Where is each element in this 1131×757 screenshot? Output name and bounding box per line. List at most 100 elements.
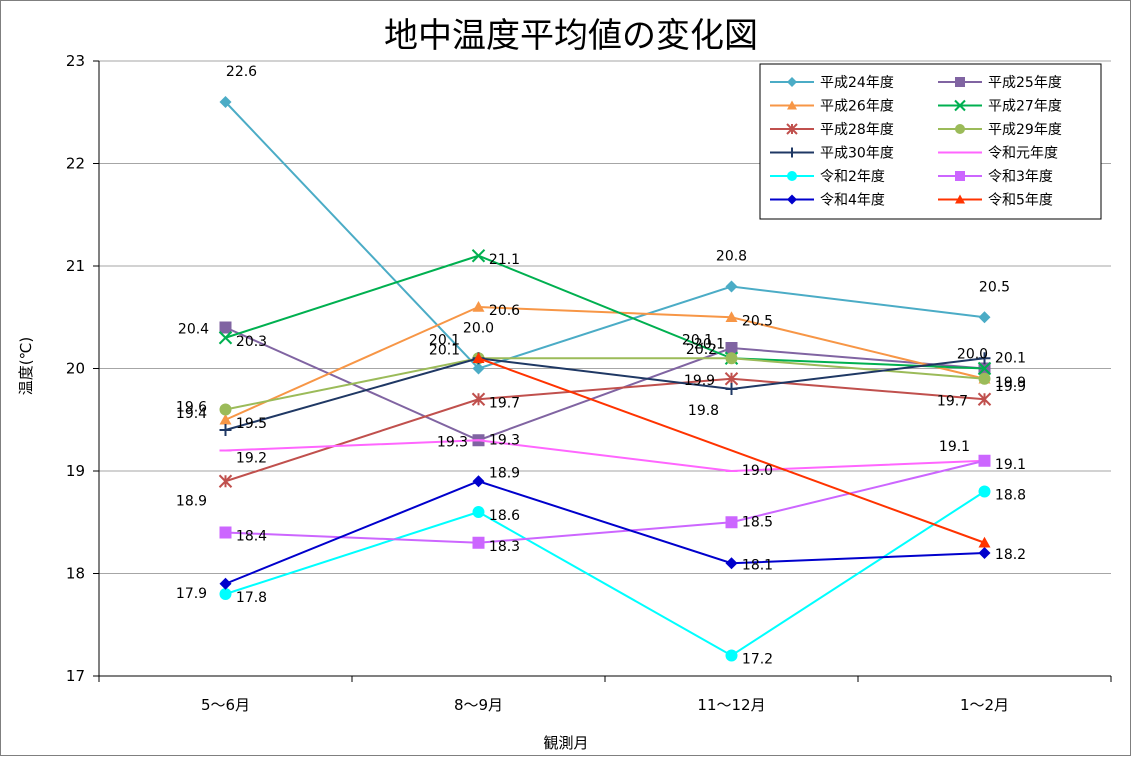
- data-point: [472, 475, 485, 488]
- data-label: 18.3: [489, 539, 520, 555]
- y-tick-label: 21: [66, 257, 85, 275]
- data-label: 20.2: [686, 342, 717, 358]
- data-point: [472, 362, 485, 375]
- data-label: 19.5: [236, 416, 267, 432]
- y-axis-title: 温度(℃): [17, 337, 35, 396]
- data-label: 20.1: [995, 350, 1026, 366]
- legend-item: 令和2年度: [770, 169, 885, 185]
- legend-box: [759, 63, 1102, 220]
- data-label: 18.9: [489, 465, 520, 481]
- data-label: 18.1: [742, 557, 773, 573]
- legend-item: 令和5年度: [938, 193, 1053, 209]
- data-label: 18.9: [176, 493, 207, 509]
- data-point: [954, 99, 966, 112]
- data-point: [725, 352, 738, 365]
- data-point: [725, 280, 738, 293]
- data-point: [471, 392, 486, 406]
- legend-item: 平成25年度: [938, 75, 1062, 91]
- data-label: 19.9: [684, 373, 715, 389]
- data-point: [472, 301, 485, 312]
- data-point: [978, 372, 991, 385]
- series-line: [224, 101, 985, 370]
- data-point: [955, 194, 965, 204]
- data-label: 19.9: [995, 379, 1026, 395]
- data-label: 20.8: [716, 249, 747, 265]
- data-label: 19.6: [176, 400, 207, 416]
- data-point: [219, 413, 232, 425]
- data-point: [725, 383, 738, 395]
- series-6: [219, 352, 991, 416]
- data-label: 20.0: [463, 320, 494, 336]
- data-point: [725, 342, 738, 354]
- data-label: 18.2: [995, 547, 1026, 563]
- data-point: [978, 454, 991, 467]
- data-label: 20.5: [742, 313, 773, 329]
- data-label: 19.3: [489, 432, 520, 448]
- data-label: 20.6: [489, 303, 520, 319]
- x-tick-label: 11～12月: [697, 696, 765, 714]
- data-point: [724, 372, 739, 386]
- data-point: [725, 311, 738, 323]
- series-10: [219, 454, 991, 549]
- data-label: 20.1: [694, 336, 725, 352]
- series-line: [225, 357, 985, 431]
- data-point: [955, 77, 965, 87]
- data-label: 17.9: [176, 586, 207, 602]
- data-label: 19.1: [939, 439, 970, 455]
- series-11: [219, 475, 991, 590]
- data-point: [978, 311, 991, 324]
- y-tick-label: 18: [66, 565, 85, 583]
- x-tick-label: 1～2月: [960, 696, 1009, 714]
- legend-item: 平成24年度: [770, 75, 894, 91]
- data-point: [787, 77, 797, 87]
- legend-label: 令和5年度: [988, 193, 1053, 209]
- y-tick-label: 17: [66, 667, 85, 685]
- x-tick-label: 8～9月: [454, 696, 503, 714]
- legend-item: 平成26年度: [770, 99, 894, 115]
- data-label: 20.5: [979, 279, 1010, 295]
- data-label: 19.7: [489, 395, 520, 411]
- legend-item: 令和3年度: [938, 169, 1053, 185]
- legend-label: 令和2年度: [820, 169, 885, 185]
- data-point: [219, 321, 232, 334]
- data-point: [219, 588, 232, 600]
- data-label: 19.1: [995, 457, 1026, 473]
- data-point: [978, 547, 991, 559]
- series-line: [225, 377, 985, 483]
- data-label: 18.4: [236, 529, 267, 545]
- data-point: [472, 536, 485, 549]
- legend-item: 平成29年度: [938, 122, 1062, 138]
- series-12: [472, 352, 991, 548]
- data-point: [787, 171, 797, 181]
- data-label: 19.9: [995, 375, 1026, 391]
- legend-label: 平成28年度: [820, 122, 894, 138]
- data-label: 20.4: [178, 322, 209, 338]
- legend-label: 平成25年度: [988, 75, 1062, 91]
- legend-item: 令和元年度: [938, 146, 1058, 162]
- series-line: [225, 326, 985, 442]
- data-point: [955, 171, 965, 181]
- data-point: [978, 485, 991, 498]
- series-line: [225, 305, 985, 421]
- series-lines: [218, 96, 992, 662]
- data-point: [725, 516, 738, 529]
- data-label: 19.7: [937, 393, 968, 409]
- legend-item: 令和4年度: [770, 193, 885, 209]
- legend-item: 平成27年度: [938, 99, 1062, 115]
- data-point: [725, 649, 738, 662]
- data-point: [218, 331, 233, 345]
- gridlines: [99, 60, 1111, 574]
- data-label: 22.6: [226, 64, 257, 80]
- data-label: 20.1: [429, 332, 460, 348]
- chart-title: 地中温度平均値の変化図: [384, 16, 758, 56]
- series-line: [225, 357, 985, 411]
- data-label: 20.1: [429, 342, 460, 358]
- data-label: 19.2: [236, 451, 267, 467]
- data-point: [978, 536, 991, 548]
- legend-label: 平成27年度: [988, 99, 1062, 115]
- y-tick-label: 22: [66, 155, 85, 173]
- data-label: 21.1: [489, 252, 520, 268]
- data-point: [218, 474, 233, 488]
